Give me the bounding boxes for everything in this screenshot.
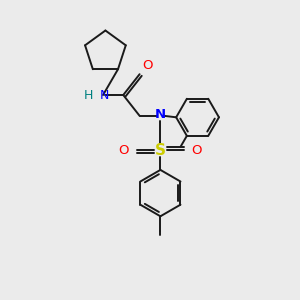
- Text: H: H: [84, 88, 93, 101]
- Text: O: O: [119, 143, 129, 157]
- Text: S: S: [155, 142, 166, 158]
- Text: O: O: [142, 59, 152, 72]
- Text: N: N: [100, 88, 110, 101]
- Text: O: O: [192, 143, 202, 157]
- Text: N: N: [155, 108, 166, 121]
